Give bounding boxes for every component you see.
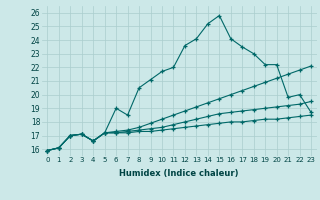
X-axis label: Humidex (Indice chaleur): Humidex (Indice chaleur) xyxy=(119,169,239,178)
